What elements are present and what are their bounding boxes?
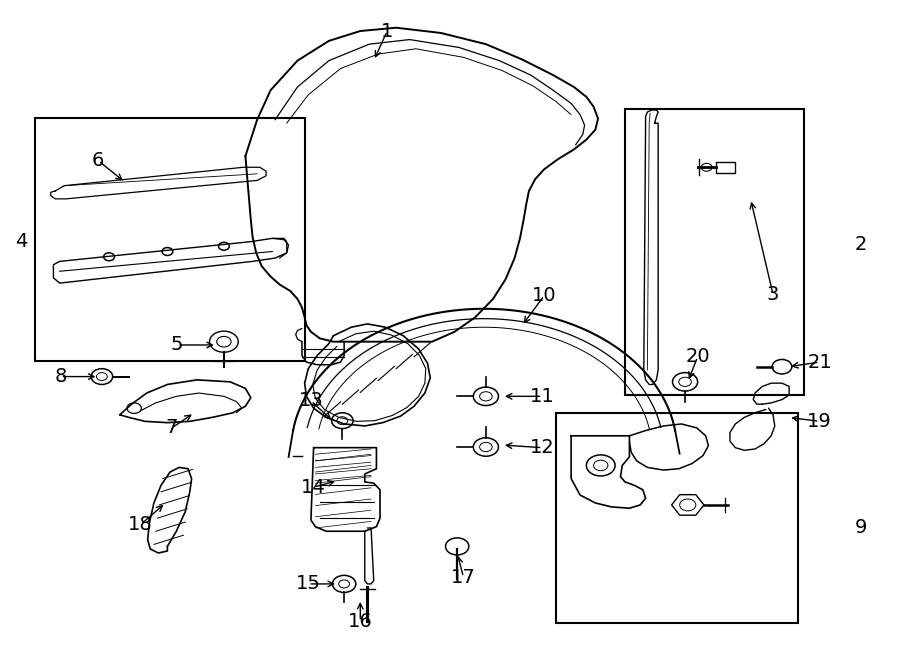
Bar — [35, 118, 304, 362]
Text: 2: 2 — [855, 235, 867, 254]
Text: 1: 1 — [381, 22, 393, 40]
Text: 16: 16 — [348, 612, 373, 631]
Bar — [625, 108, 805, 395]
Text: 15: 15 — [296, 574, 320, 594]
Text: 11: 11 — [530, 387, 554, 406]
Text: 9: 9 — [855, 518, 867, 537]
Bar — [556, 412, 798, 623]
Text: 13: 13 — [299, 391, 323, 410]
Text: 7: 7 — [166, 418, 178, 438]
Text: 20: 20 — [685, 347, 710, 366]
Text: 14: 14 — [302, 478, 326, 496]
Text: 18: 18 — [128, 515, 153, 534]
Text: 5: 5 — [171, 336, 184, 354]
Text: 12: 12 — [530, 438, 554, 457]
Text: 8: 8 — [54, 367, 67, 386]
Text: 6: 6 — [92, 151, 104, 170]
Text: 19: 19 — [807, 412, 832, 431]
Text: 4: 4 — [15, 232, 27, 251]
Text: 21: 21 — [807, 352, 832, 371]
Text: 3: 3 — [767, 285, 779, 304]
Text: 17: 17 — [451, 568, 476, 587]
Text: 10: 10 — [532, 286, 556, 305]
